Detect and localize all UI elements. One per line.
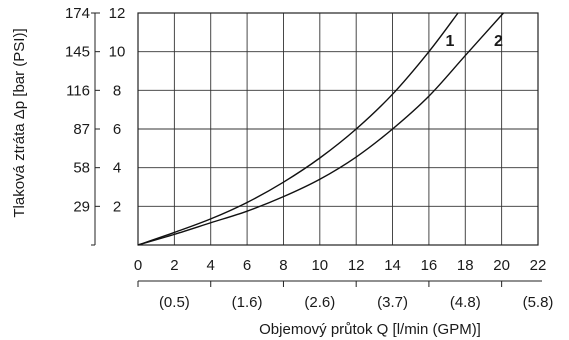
x-tick-label: 14 [384,257,401,274]
bar-tick-label: 8 [113,82,121,99]
x-tick-label: 4 [207,257,215,274]
psi-tick-label: 145 [65,44,90,61]
series-label-1: 1 [446,33,455,50]
bar-tick-label: 10 [109,44,126,61]
axes [91,12,542,287]
psi-tick-label: 116 [66,82,90,99]
psi-tick-label: 87 [73,121,90,138]
series-line-2 [137,12,504,246]
x-tick-label: 22 [530,257,547,274]
x-tick-label: 20 [493,257,510,274]
x-tick-label: 12 [348,257,365,274]
series-line-1 [137,12,459,246]
x-tick-label: 8 [279,257,287,274]
psi-tick-label: 29 [73,198,90,215]
bar-tick-label: 4 [113,160,121,177]
gpm-tick-label: (1.6) [232,294,263,311]
gpm-tick-label: (4.8) [450,294,481,311]
x-tick-label: 0 [134,257,142,274]
grid [138,13,538,245]
psi-tick-label: 174 [65,5,90,22]
bar-tick-label: 6 [113,121,121,138]
y-axis-title: Tlaková ztráta Δp [bar (PSI)] [11,28,28,217]
gpm-tick-label: (5.8) [523,294,554,311]
x-tick-label: 18 [457,257,474,274]
x-tick-label: 16 [421,257,438,274]
gpm-tick-label: (2.6) [304,294,335,311]
x-tick-label: 10 [311,257,328,274]
gpm-tick-label: (3.7) [377,294,408,311]
x-tick-label: 6 [243,257,251,274]
x-axis-title: Objemový průtok Q [l/min (GPM)] [259,321,481,338]
series-label-2: 2 [494,33,503,50]
x-tick-label: 2 [170,257,178,274]
plot-frame [137,12,539,246]
bar-tick-label: 12 [109,5,126,22]
psi-tick-label: 58 [73,160,90,177]
gpm-tick-label: (0.5) [159,294,190,311]
bar-tick-label: 2 [113,198,121,215]
